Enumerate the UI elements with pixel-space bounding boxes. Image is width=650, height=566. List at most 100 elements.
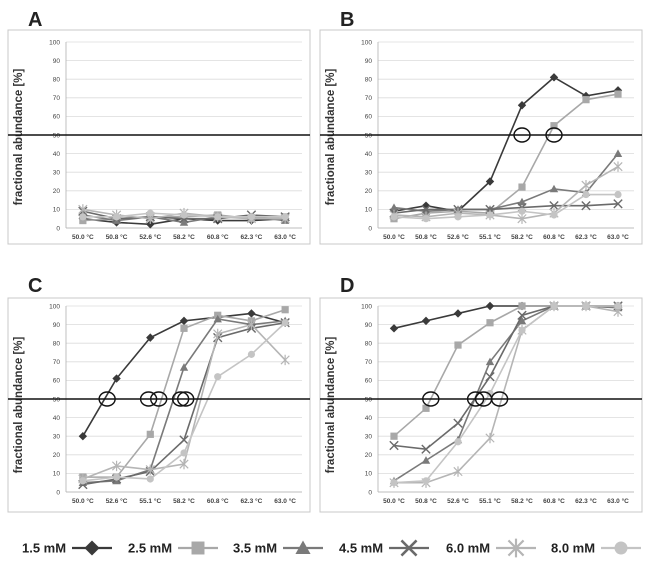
panel-d-ytick-label: 30	[365, 434, 373, 441]
panel-c-ytick-label: 40	[53, 415, 61, 422]
panel-b-series-3-5-mm-line	[393, 153, 619, 213]
panel-a-ytick-label: 30	[53, 170, 61, 177]
legend-item-3-5-mm-swatch-marker	[295, 540, 311, 555]
panel-b-series-6-0-mm-point	[581, 180, 591, 191]
panel-d-series-1-5-mm-point	[485, 301, 495, 311]
panel-b-xtick-label: 62.3 °C	[575, 233, 597, 241]
panel-d-xtick-label: 52.6 °C	[447, 497, 469, 505]
panel-c-ytick-label: 20	[53, 452, 61, 459]
panel-b-series-2-5-mm-point	[518, 183, 526, 191]
panel-d-xtick-label: 62.3 °C	[575, 497, 597, 505]
panel-d-series-3-5-mm-point	[517, 316, 527, 325]
panel-c-series-6-0-mm-point	[246, 319, 257, 330]
panel-d-ylabel: fractional abundance [%]	[325, 336, 337, 473]
panel-b-series-1-5-mm-point	[549, 73, 559, 82]
panel-d-series-8-0-mm-point	[454, 438, 462, 446]
panel-c-xtick-label: 60.8 °C	[207, 497, 229, 505]
legend-item-8-0-mm-label: 8.0 mM	[551, 541, 595, 556]
panel-b-ytick-label: 10	[365, 207, 373, 214]
panel-c-ylabel: fractional abundance [%]	[13, 336, 25, 473]
panel-b-series-3-5-mm-point	[517, 197, 527, 206]
legend-item-4-5-mm-label: 4.5 mM	[339, 541, 383, 556]
panel-c-series-8-0-mm-point	[247, 350, 256, 358]
panel-b-series-8-0-mm-point	[582, 190, 590, 199]
panel-d-ytick-label: 0	[368, 489, 372, 496]
panel-c-series-2-5-mm-point	[146, 430, 154, 438]
panel-c-series-3-5-mm-point	[213, 314, 222, 323]
panel-c-series-1-5-mm-point	[78, 432, 88, 441]
panel-a-frame	[7, 29, 311, 245]
panel-d-xtick-label: 50.8 °C	[415, 497, 437, 505]
panel-a-ytick-label: 20	[53, 188, 61, 195]
panel-b-ytick-label: 60	[365, 114, 373, 121]
panel-d-ytick-label: 60	[365, 378, 373, 385]
legend-item-4-5-mm-swatch-glyph	[400, 539, 418, 557]
panel-b-xtick-label: 50.8 °C	[415, 233, 437, 241]
legend-item-6-0-mm-label: 6.0 mM	[446, 541, 490, 556]
panel-b-series-8-0-mm-point	[518, 207, 526, 215]
panel-d-ytick-label: 20	[365, 452, 373, 459]
panel-d-series-2-5-mm-point	[454, 341, 462, 349]
panel-b-series-8-0-mm-point	[614, 190, 622, 199]
panel-d-crossing-marker	[490, 391, 509, 407]
panel-a-series-8-0-mm-point	[79, 213, 87, 221]
panel-d-series-8-0-mm-point	[582, 302, 590, 310]
panel-d-ytick-label: 80	[365, 341, 373, 348]
panel-d-series-8-0-mm-point	[390, 479, 398, 487]
panel-c-series-6-0-mm-point	[280, 354, 290, 366]
panel-d-ytick-label: 100	[361, 303, 372, 310]
legend-item-1-5-mm-label: 1.5 mM	[22, 541, 66, 556]
panel-b-series-8-0-mm-point	[550, 211, 558, 219]
panel-b-xtick-label: 50.0 °C	[383, 233, 405, 241]
panel-b-series-2-5-mm-point	[582, 96, 590, 104]
legend-item-3-5-mm-swatch-glyph	[295, 540, 311, 555]
panel-a-series-6-0-mm-point	[78, 204, 88, 215]
panel-c-xtick-label: 62.3 °C	[241, 497, 263, 505]
panel-a-series-1-5-mm-point	[146, 220, 155, 229]
panel-b-series-6-0-mm-point	[517, 213, 527, 224]
panel-b-series-8-0-mm-point	[486, 211, 494, 219]
panel-b-xtick-label: 58.2 °C	[511, 233, 533, 241]
panel-c-series-6-0-mm-point	[179, 458, 189, 470]
panel-b-series-4-5-mm-line	[393, 203, 619, 214]
panel-d-ytick-label: 90	[365, 322, 373, 329]
panel-b-series-2-5-mm-line	[393, 93, 619, 220]
panel-a-ytick-label: 0	[56, 225, 60, 232]
panel-d-series-4-5-mm-point	[453, 418, 463, 428]
panel-b: B fractional abundance [%] 0102030405060…	[319, 9, 643, 245]
panel-c-xtick-label: 58.2 °C	[173, 497, 195, 505]
panel-b-series-8-0-mm-point	[390, 213, 398, 221]
panel-c-crossing-marker	[176, 391, 195, 407]
panel-c-crossing-marker	[98, 391, 116, 407]
panel-d-letter: D	[340, 275, 354, 297]
panel-c-series-8-0-mm-point	[146, 475, 154, 483]
legend-item-1-5-mm-swatch-glyph	[84, 540, 100, 556]
panel-b-letter: B	[340, 9, 354, 31]
panel-d-series-6-0-mm-point	[453, 466, 463, 477]
panel-c-series-3-5-mm-point	[179, 363, 189, 371]
panel-d-series-4-5-mm-point	[517, 310, 527, 320]
panel-c-xtick-label: 63.0 °C	[274, 497, 296, 505]
panel-b-series-2-5-mm-point	[614, 90, 622, 98]
panel-d-plot: 010203040506070809010050.0 °C50.8 °C52.6…	[320, 300, 642, 505]
panel-d-xtick-label: 55.1 °C	[479, 497, 501, 505]
legend-item-2-5-mm-swatch-marker	[191, 541, 205, 555]
panel-a-series-8-0-mm-point	[247, 213, 256, 221]
panel-b-series-4-5-mm-point	[421, 204, 431, 215]
panel-c-ytick-label: 0	[56, 489, 60, 496]
panel-b-ytick-label: 30	[365, 170, 373, 177]
panel-a-ytick-label: 80	[53, 77, 61, 84]
panel-a: A fractional abundance [%] 0102030405060…	[7, 9, 311, 245]
panel-c-ytick-label: 60	[53, 378, 61, 385]
panel-d-series-4-5-mm-point	[421, 444, 431, 454]
legend-item-8-0-mm-swatch-marker	[614, 541, 628, 555]
panel-c-crossing-marker	[171, 391, 190, 407]
panel-c-series-8-0-mm-point	[79, 477, 87, 485]
panel-d-ytick-label: 10	[365, 471, 373, 478]
panel-b-series-8-0-mm-point	[422, 215, 430, 223]
legend-item-8-0-mm-swatch-glyph	[614, 541, 628, 555]
panel-c-series-6-0-mm-point	[145, 464, 155, 475]
panel-a-series-8-0-mm-point	[281, 213, 289, 221]
panel-c-ytick-label: 90	[53, 322, 61, 329]
panel-b-series-8-0-mm-line	[393, 193, 618, 220]
